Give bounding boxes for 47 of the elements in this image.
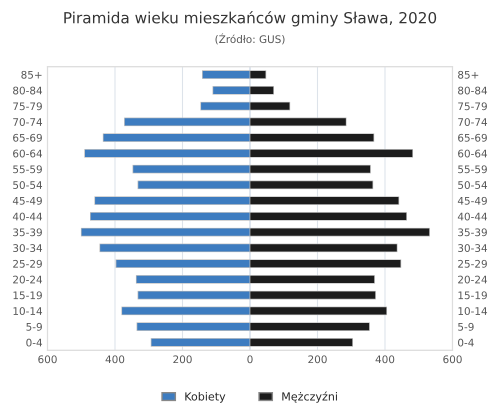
category-label: 10-14 xyxy=(14,307,42,315)
y-tick-label: 85+ xyxy=(458,70,478,79)
category-label: 25-29 xyxy=(13,260,42,268)
x-tick-label: 0 xyxy=(247,355,253,364)
x-tick-label: 200 xyxy=(308,355,327,364)
x-tick-label: 400 xyxy=(376,355,394,364)
y-tick-label: 35-39 xyxy=(458,228,487,236)
y-tick-label: 25-29 xyxy=(458,260,487,268)
category-label: 30-34 xyxy=(13,244,42,252)
x-tick-label: 600 xyxy=(38,355,57,364)
y-tick-label: 40-44 xyxy=(458,212,488,220)
y-tick-label: 15-19 xyxy=(458,291,487,300)
category-label: 55-59 xyxy=(13,165,42,174)
x-tick-label: 400 xyxy=(106,355,124,364)
category-label: 80-84 xyxy=(13,86,42,94)
category-label: 15-19 xyxy=(14,291,42,300)
y-tick-label: 30-34 xyxy=(458,244,488,252)
category-label: 85+ xyxy=(21,70,42,79)
category-label: 20-24 xyxy=(13,276,42,284)
y-tick-label: 75-79 xyxy=(458,102,487,110)
category-label: 35-39 xyxy=(13,228,42,236)
category-label: 45-49 xyxy=(12,196,42,205)
category-label: 70-74 xyxy=(13,118,42,126)
category-label: 5-9 xyxy=(26,322,42,331)
y-tick-label: 55-59 xyxy=(458,165,487,174)
y-tick-label: 50-54 xyxy=(458,181,488,189)
y-tick-label: 20-24 xyxy=(458,276,488,284)
y-tick-label: 70-74 xyxy=(458,118,488,126)
y-tick-label: 45-49 xyxy=(458,196,487,205)
category-label: 75-79 xyxy=(13,102,42,110)
category-label: 0-4 xyxy=(26,338,42,347)
category-label: 65-69 xyxy=(13,134,42,142)
x-tick-label: 600 xyxy=(443,355,462,364)
legend-label: Kobiety xyxy=(185,392,226,403)
y-tick-label: 65-69 xyxy=(458,134,487,142)
legend-label: Mężczyźni xyxy=(282,392,337,403)
category-label: 40-44 xyxy=(12,212,42,220)
y-tick-label: 80-84 xyxy=(458,86,488,94)
y-tick-label: 0-4 xyxy=(458,338,474,347)
category-label: 60-64 xyxy=(13,150,42,158)
chart-title: Piramida wieku mieszkańców gminy Sława, 2020 xyxy=(64,11,436,26)
y-tick-label: 10-14 xyxy=(458,307,488,315)
category-label: 50-54 xyxy=(13,181,42,189)
y-tick-label: 60-64 xyxy=(458,150,488,158)
y-tick-label: 5-9 xyxy=(458,322,474,331)
chart-subtitle: (Źródło: GUS) xyxy=(216,33,284,44)
x-tick-label: 200 xyxy=(173,355,192,364)
